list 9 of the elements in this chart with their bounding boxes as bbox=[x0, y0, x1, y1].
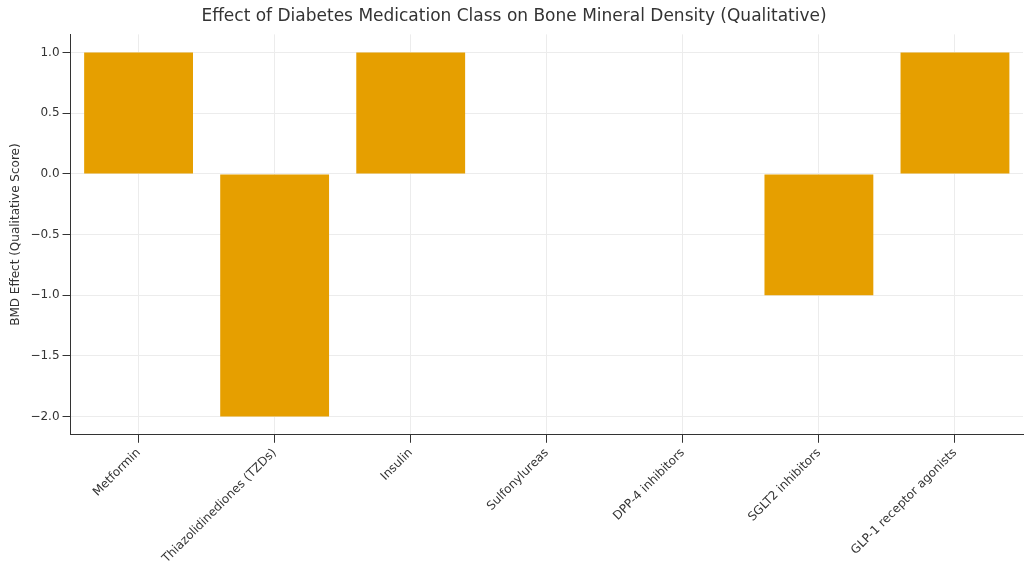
chart-title: Effect of Diabetes Medication Class on Bone Mineral Density (Qualitative) bbox=[201, 4, 827, 25]
y-tick-label: −0.5 bbox=[30, 226, 60, 241]
y-tick-label: −2.0 bbox=[30, 408, 60, 423]
y-tick-label: 1.0 bbox=[40, 44, 60, 59]
y-axis-title: BMD Effect (Qualitative Score) bbox=[8, 143, 23, 326]
y-tick-label: −1.0 bbox=[30, 287, 60, 302]
y-tick-label: −1.5 bbox=[30, 348, 60, 363]
y-tick-label: 0.0 bbox=[40, 166, 60, 181]
y-tick-label: 0.5 bbox=[40, 105, 60, 120]
